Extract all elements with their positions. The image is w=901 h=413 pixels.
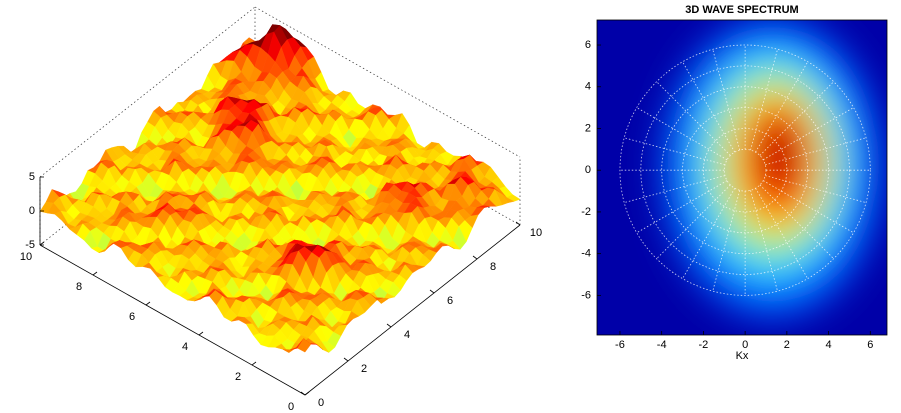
x-tick [344, 358, 348, 361]
y-tick-label: 6 [585, 39, 591, 51]
z-tick-label: 0 [29, 205, 35, 217]
y-tick [93, 272, 97, 275]
y-tick-label: 0 [585, 164, 591, 176]
y-tick-label: 0 [288, 401, 294, 413]
y-tick-label: 4 [182, 341, 188, 353]
x-tick-label: 2 [784, 339, 790, 351]
y-tick [305, 392, 309, 395]
x-tick-label: 4 [826, 339, 832, 351]
x-axis-label: Kx [736, 350, 749, 362]
x-tick [473, 256, 477, 259]
z-tick-label: 5 [29, 171, 35, 183]
x-tick [387, 324, 391, 327]
z-tick-label: -5 [25, 239, 35, 251]
y-tick-label: 10 [20, 251, 32, 263]
spectrum-plot: 3D WAVE SPECTRUM Kx -6 -4 -2 0 2 4 6 -6 -4 -2 0 2 4 6 [581, 4, 887, 362]
heatmap-field [662, 18, 882, 318]
y-tick-label: 8 [76, 281, 82, 293]
x-tick [516, 222, 520, 225]
x-tick-label: -6 [615, 339, 625, 351]
figure: -5 0 5 0 2 4 6 8 10 0 2 4 6 8 10 3D WAVE SPECTRUM Kx -… [0, 0, 901, 413]
x-tick [430, 290, 434, 293]
y-tick-label: -2 [581, 206, 591, 218]
surface-plot: -5 0 5 0 2 4 6 8 10 0 2 4 6 8 10 [20, 7, 542, 413]
x-tick-label: 6 [447, 295, 453, 307]
x-tick-label: 10 [530, 227, 542, 239]
y-tick [40, 242, 44, 245]
x-tick-label: -4 [657, 339, 667, 351]
y-tick [252, 362, 256, 365]
chart-title: 3D WAVE SPECTRUM [685, 4, 798, 16]
y-tick [146, 302, 150, 305]
y-tick-label: 2 [585, 122, 591, 134]
x-tick-label: 6 [867, 339, 873, 351]
y-tick-label: 2 [235, 371, 241, 383]
x-tick-label: 8 [490, 261, 496, 273]
y-tick-label: -4 [581, 248, 591, 260]
x-tick-label: 0 [742, 339, 748, 351]
x-tick-label: 4 [404, 329, 410, 341]
x-tick-label: 0 [318, 397, 324, 409]
x-tick-label: -2 [699, 339, 709, 351]
y-tick [199, 332, 203, 335]
y-tick-label: 4 [585, 81, 591, 93]
y-tick-label: 6 [129, 311, 135, 323]
x-tick-label: 2 [361, 363, 367, 375]
y-tick-label: -6 [581, 289, 591, 301]
